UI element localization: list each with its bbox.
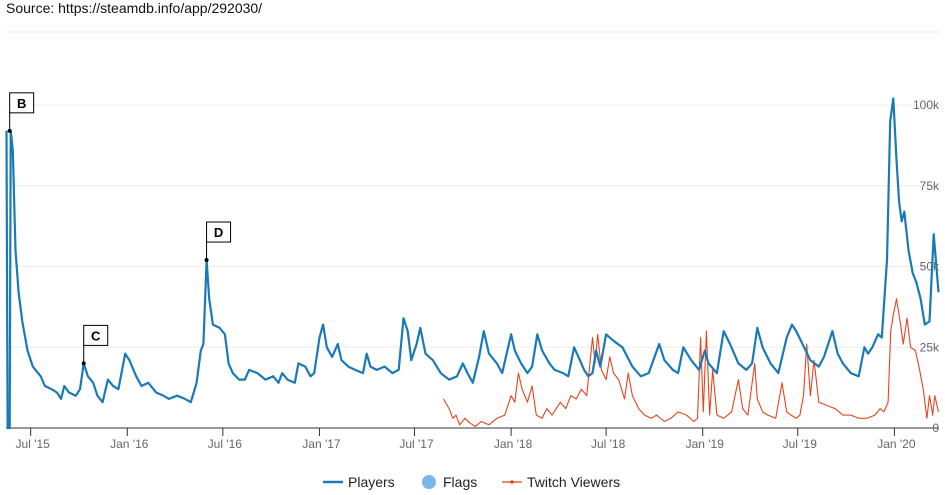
flag-d[interactable]: D: [204, 221, 232, 263]
x-tick-label: Jan '19: [686, 437, 725, 451]
flag-anchor: [81, 361, 86, 366]
x-tick-label: Jul '16: [208, 437, 243, 451]
players-line: [5, 97, 940, 430]
x-tick-label: Jul '17: [399, 437, 434, 451]
flag-anchor: [7, 128, 12, 133]
twitch-viewers-line: [442, 298, 940, 427]
y-tick-label: 100k: [913, 98, 940, 112]
event-flags: B C D: [7, 92, 232, 366]
flag-b[interactable]: B: [7, 92, 35, 133]
legend-item-players[interactable]: Players: [323, 474, 395, 490]
x-tick-label: Jan '20: [877, 437, 916, 451]
flag-c[interactable]: C: [81, 324, 109, 366]
flag-box: [9, 92, 35, 114]
legend-label: Twitch Viewers: [527, 474, 620, 490]
flag-box: [83, 324, 109, 346]
y-axis: 0 25k 50k 75k 100k: [913, 98, 940, 435]
twitch-viewers-series: [442, 298, 940, 427]
x-axis: Jul '15 Jan '16 Jul '16 Jan '17 Jul '17 Jan '…: [6, 427, 939, 451]
y-tick-label: 75k: [920, 179, 940, 193]
flag-label: D: [214, 225, 223, 240]
x-tick-label: Jul '19: [783, 437, 818, 451]
y-tick-label: 25k: [920, 340, 940, 354]
players-series: [5, 97, 940, 430]
x-tick-label: Jul '18: [591, 437, 626, 451]
legend-label: Flags: [443, 474, 477, 490]
x-tick-label: Jan '18: [494, 437, 533, 451]
y-tick-label: 0: [932, 421, 939, 435]
flag-label: C: [91, 328, 101, 343]
source-caption: Source: https://steamdb.info/app/292030/: [6, 0, 263, 16]
flag-anchor: [204, 258, 209, 263]
legend-item-flags[interactable]: Flags: [422, 474, 477, 490]
legend-label: Players: [348, 474, 395, 490]
legend-item-twitch-viewers[interactable]: Twitch Viewers: [502, 474, 620, 490]
x-tick-label: Jul '15: [16, 437, 51, 451]
flag-box: [206, 221, 232, 243]
x-tick-label: Jan '17: [302, 437, 341, 451]
flag-label: B: [17, 96, 26, 111]
gridlines: [6, 31, 939, 348]
legend-marker-icon: [510, 480, 514, 484]
y-tick-label: 50k: [920, 260, 940, 274]
legend-circle-icon: [422, 475, 436, 489]
x-tick-label: Jan '16: [110, 437, 149, 451]
legend: Players Flags Twitch Viewers: [323, 474, 620, 490]
